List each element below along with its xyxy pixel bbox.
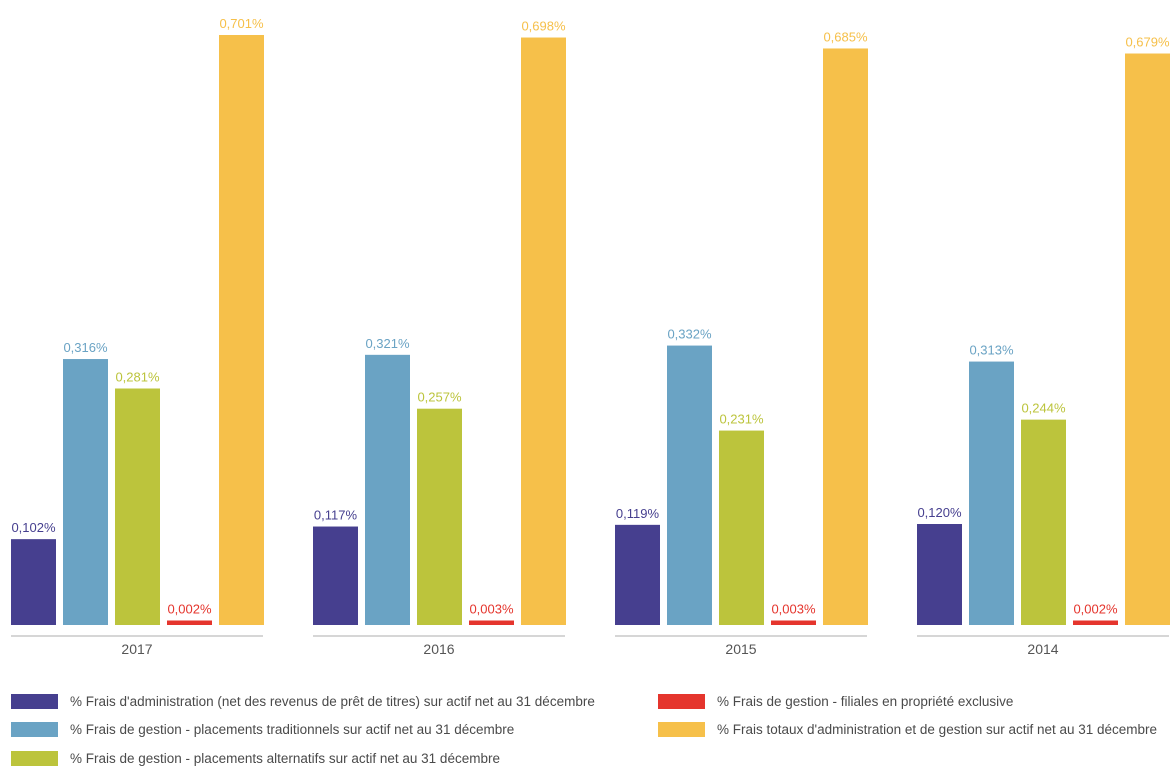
x-tick-label-2016: 2016 bbox=[423, 641, 454, 657]
bar-admin-2015 bbox=[615, 524, 660, 625]
data-label-subs-2016: 0,003% bbox=[469, 602, 514, 617]
x-tick-label-2017: 2017 bbox=[121, 641, 152, 657]
bar-subs-2017 bbox=[167, 620, 212, 625]
bar-subs-2016 bbox=[469, 620, 514, 625]
legend-swatch-trad bbox=[11, 722, 58, 737]
bar-admin-2016 bbox=[313, 526, 358, 625]
bar-total-2014 bbox=[1125, 53, 1170, 625]
data-label-trad-2014: 0,313% bbox=[969, 343, 1014, 358]
data-label-alt-2017: 0,281% bbox=[115, 369, 160, 384]
legend-label-trad: % Frais de gestion - placements traditio… bbox=[70, 722, 515, 737]
legend-item-alt: % Frais de gestion - placements alternat… bbox=[11, 751, 500, 766]
grouped-bar-chart: 0,102% 0,316% 0,281% 0,002% 0,701% 2017 0,117%… bbox=[11, 16, 1170, 657]
bar-total-2015 bbox=[823, 48, 868, 625]
bar-admin-2017 bbox=[11, 539, 56, 625]
data-label-trad-2017: 0,316% bbox=[63, 340, 108, 355]
bar-trad-2017 bbox=[63, 359, 108, 625]
x-tick-label-2015: 2015 bbox=[725, 641, 756, 657]
bar-subs-2014 bbox=[1073, 620, 1118, 625]
bar-total-2016 bbox=[521, 37, 566, 625]
bar-trad-2016 bbox=[365, 354, 410, 625]
data-label-admin-2016: 0,117% bbox=[314, 508, 358, 523]
bar-alt-2016 bbox=[417, 408, 462, 625]
legend-label-admin: % Frais d'administration (net des revenu… bbox=[70, 694, 595, 709]
legend-label-subs: % Frais de gestion - filiales en proprié… bbox=[717, 694, 1014, 709]
data-label-total-2016: 0,698% bbox=[521, 19, 566, 34]
data-label-alt-2015: 0,231% bbox=[719, 412, 764, 427]
data-label-subs-2014: 0,002% bbox=[1073, 602, 1118, 617]
x-tick-label-2014: 2014 bbox=[1027, 641, 1058, 657]
data-label-subs-2017: 0,002% bbox=[167, 602, 212, 617]
bar-subs-2015 bbox=[771, 620, 816, 625]
data-label-alt-2014: 0,244% bbox=[1021, 401, 1066, 416]
bar-alt-2014 bbox=[1021, 419, 1066, 625]
legend-item-trad: % Frais de gestion - placements traditio… bbox=[11, 722, 514, 737]
legend-swatch-total bbox=[658, 722, 705, 737]
data-label-subs-2015: 0,003% bbox=[771, 602, 816, 617]
bar-trad-2014 bbox=[969, 361, 1014, 625]
legend-label-alt: % Frais de gestion - placements alternat… bbox=[70, 751, 500, 766]
legend-item-subs: % Frais de gestion - filiales en proprié… bbox=[658, 694, 1013, 709]
bar-alt-2015 bbox=[719, 430, 764, 625]
legend-swatch-alt bbox=[11, 751, 58, 766]
data-label-admin-2015: 0,119% bbox=[616, 506, 660, 521]
bar-alt-2017 bbox=[115, 388, 160, 625]
data-label-admin-2014: 0,120% bbox=[917, 505, 962, 520]
bar-total-2017 bbox=[219, 35, 264, 625]
data-label-trad-2016: 0,321% bbox=[365, 336, 410, 351]
data-label-alt-2016: 0,257% bbox=[417, 390, 462, 405]
bar-admin-2014 bbox=[917, 524, 962, 625]
data-label-trad-2015: 0,332% bbox=[667, 327, 712, 342]
legend-swatch-subs bbox=[658, 694, 705, 709]
data-label-total-2017: 0,701% bbox=[219, 16, 264, 31]
bar-trad-2015 bbox=[667, 345, 712, 625]
legend-item-admin: % Frais d'administration (net des revenu… bbox=[11, 694, 595, 709]
legend-swatch-admin bbox=[11, 694, 58, 709]
legend-label-total: % Frais totaux d'administration et de ge… bbox=[717, 722, 1158, 737]
data-label-total-2015: 0,685% bbox=[823, 29, 868, 44]
data-label-total-2014: 0,679% bbox=[1125, 35, 1170, 50]
legend-item-total: % Frais totaux d'administration et de ge… bbox=[658, 722, 1157, 737]
data-label-admin-2017: 0,102% bbox=[11, 520, 56, 535]
